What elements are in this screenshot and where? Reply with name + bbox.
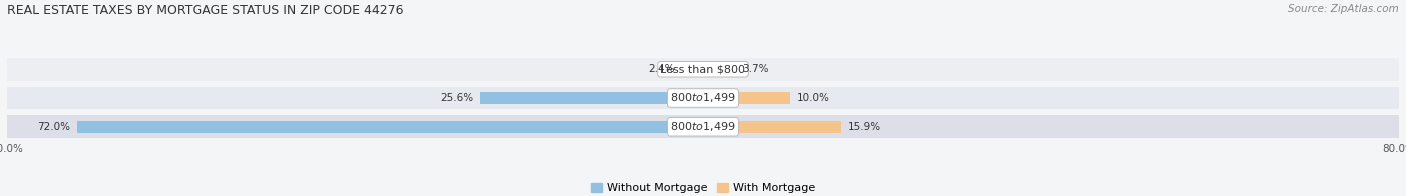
Bar — [76, 121, 703, 133]
Bar — [682, 63, 703, 75]
Bar — [7, 58, 1399, 81]
Text: $800 to $1,499: $800 to $1,499 — [671, 92, 735, 104]
Legend: Without Mortgage, With Mortgage: Without Mortgage, With Mortgage — [586, 178, 820, 196]
Text: 15.9%: 15.9% — [848, 122, 882, 132]
Text: REAL ESTATE TAXES BY MORTGAGE STATUS IN ZIP CODE 44276: REAL ESTATE TAXES BY MORTGAGE STATUS IN … — [7, 4, 404, 17]
Text: 10.0%: 10.0% — [797, 93, 830, 103]
Text: Source: ZipAtlas.com: Source: ZipAtlas.com — [1288, 4, 1399, 14]
Text: 2.4%: 2.4% — [648, 64, 675, 74]
Bar — [703, 92, 790, 104]
Text: 3.7%: 3.7% — [742, 64, 769, 74]
Text: 72.0%: 72.0% — [37, 122, 70, 132]
Text: $800 to $1,499: $800 to $1,499 — [671, 120, 735, 133]
Bar — [7, 115, 1399, 138]
Bar — [481, 92, 703, 104]
Text: 25.6%: 25.6% — [440, 93, 474, 103]
Text: Less than $800: Less than $800 — [661, 64, 745, 74]
Bar — [703, 121, 841, 133]
Bar — [7, 86, 1399, 110]
Bar — [703, 63, 735, 75]
